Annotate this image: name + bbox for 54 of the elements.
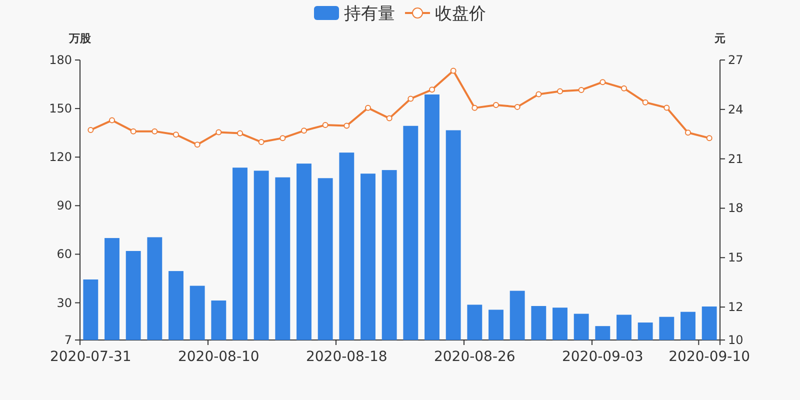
y2-axis-title: 元 xyxy=(714,32,726,45)
point xyxy=(536,91,542,98)
point xyxy=(344,122,350,129)
y2-tick-label: 21 xyxy=(728,152,744,166)
legend-label: 持有量 xyxy=(344,4,395,24)
point xyxy=(514,104,520,110)
x-tick-label: 2020-09-10 xyxy=(668,349,750,365)
y2-tick-label: 24 xyxy=(728,102,744,116)
x-tick-label: 2020-07-31 xyxy=(50,349,132,365)
legend-label: 收盘价 xyxy=(435,4,486,24)
y-tick-label: 150 xyxy=(49,102,72,116)
point xyxy=(685,130,691,136)
y2-tick-label: 15 xyxy=(728,250,744,265)
x-tick-label: 2020-08-26 xyxy=(434,349,516,365)
point xyxy=(258,139,264,146)
x-tick-label: 2020-08-10 xyxy=(178,349,260,365)
x-tick-label: 2020-08-18 xyxy=(306,349,388,365)
y2-tick-label: 18 xyxy=(728,201,744,216)
point xyxy=(621,85,627,92)
point xyxy=(130,128,136,134)
point xyxy=(322,122,328,128)
point xyxy=(173,132,179,138)
y-tick-label: 90 xyxy=(56,198,72,213)
point xyxy=(450,68,456,74)
y2-tick-label: 27 xyxy=(728,53,744,67)
point xyxy=(280,135,286,142)
point xyxy=(706,135,712,142)
y-tick-label: 60 xyxy=(56,247,72,262)
point xyxy=(429,86,435,93)
point xyxy=(386,115,392,122)
point xyxy=(237,130,243,136)
point xyxy=(216,129,222,136)
y-tick-label: 180 xyxy=(49,53,72,67)
x-tick-label: 2020-09-03 xyxy=(562,349,644,365)
y-tick-label: 120 xyxy=(49,150,72,164)
point xyxy=(301,128,307,134)
point xyxy=(578,86,584,93)
point xyxy=(365,104,371,111)
y2-tick-label: 10 xyxy=(728,333,744,347)
y-axis-title: 万股 xyxy=(68,32,92,45)
point xyxy=(194,142,200,148)
point xyxy=(109,117,115,124)
point xyxy=(88,127,94,133)
point xyxy=(557,88,563,94)
y-tick-label: 30 xyxy=(56,296,72,310)
point xyxy=(600,79,606,86)
point xyxy=(472,104,478,111)
point xyxy=(664,104,670,111)
point xyxy=(408,96,414,102)
y-tick-label: 7 xyxy=(64,333,72,347)
point xyxy=(493,102,499,108)
point xyxy=(152,128,158,134)
point xyxy=(642,99,648,106)
y2-tick-label: 12 xyxy=(728,300,744,314)
